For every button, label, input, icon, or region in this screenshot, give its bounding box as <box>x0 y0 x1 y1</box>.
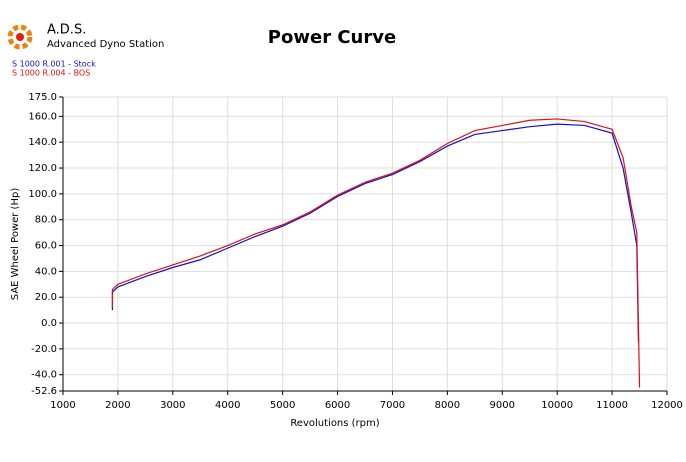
legend-entry: S 1000 R.004 - BOS <box>12 69 90 78</box>
x-tick-label: 4000 <box>215 400 240 411</box>
brand-name: A.D.S. <box>47 23 86 38</box>
y-tick-label: -52.6 <box>31 386 57 397</box>
x-tick-label: 9000 <box>490 400 515 411</box>
x-tick-label: 3000 <box>160 400 185 411</box>
y-tick-label: 160.0 <box>28 111 57 122</box>
x-tick-label: 2000 <box>105 400 130 411</box>
y-tick-label: 120.0 <box>28 163 57 174</box>
y-tick-label: 0.0 <box>41 318 57 329</box>
y-tick-label: 140.0 <box>28 137 57 148</box>
x-tick-label: 12000 <box>651 400 683 411</box>
x-axis-label: Revolutions (rpm) <box>290 418 379 429</box>
x-tick-label: 10000 <box>541 400 573 411</box>
x-tick-label: 1000 <box>50 400 75 411</box>
y-tick-label: 80.0 <box>35 215 57 226</box>
y-tick-label: 100.0 <box>28 189 57 200</box>
brand-subtitle: Advanced Dyno Station <box>47 39 164 50</box>
logo <box>7 24 33 50</box>
y-tick-label: 175.0 <box>28 92 57 103</box>
x-tick-label: 8000 <box>435 400 460 411</box>
y-tick-label: 60.0 <box>35 241 57 252</box>
y-tick-label: -20.0 <box>31 344 57 355</box>
x-tick-label: 6000 <box>325 400 350 411</box>
y-tick-label: -40.0 <box>31 370 57 381</box>
series-line <box>111 118 641 388</box>
y-tick-label: 20.0 <box>35 292 57 303</box>
y-axis-label: SAE Wheel Power (Hp) <box>10 188 21 301</box>
legend-entry: S 1000 R.001 - Stock <box>12 60 96 69</box>
x-tick-label: 11000 <box>596 400 628 411</box>
x-tick-label: 7000 <box>380 400 405 411</box>
chart-title: Power Curve <box>268 27 396 48</box>
series-line <box>111 123 640 343</box>
y-tick-label: 40.0 <box>35 266 57 277</box>
x-tick-label: 5000 <box>270 400 295 411</box>
